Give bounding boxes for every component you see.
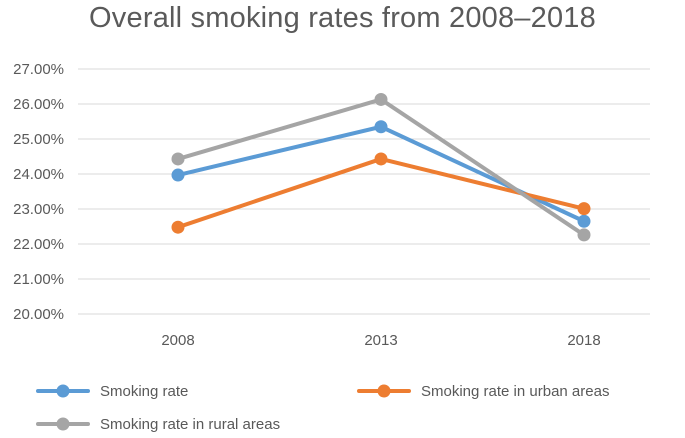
- legend-label-1: Smoking rate: [100, 383, 188, 400]
- x-tick-label: 2008: [161, 332, 194, 349]
- chart-title: Overall smoking rates from 2008–2018: [89, 2, 596, 34]
- legend-marker-2: [377, 384, 391, 398]
- series-3-point: [577, 228, 591, 242]
- legend-label-3: Smoking rate in rural areas: [100, 416, 280, 433]
- y-tick-label: 23.00%: [13, 201, 64, 218]
- series-1-point: [374, 120, 388, 134]
- y-tick-label: 21.00%: [13, 271, 64, 288]
- x-tick-label: 2018: [567, 332, 600, 349]
- legend-label-2: Smoking rate in urban areas: [421, 383, 609, 400]
- y-tick-label: 22.00%: [13, 236, 64, 253]
- legend-marker-3: [56, 417, 70, 431]
- y-tick-label: 27.00%: [13, 61, 64, 78]
- legend-marker-1: [56, 384, 70, 398]
- y-tick-label: 20.00%: [13, 306, 64, 323]
- series-1-point: [171, 168, 185, 182]
- y-tick-label: 25.00%: [13, 131, 64, 148]
- y-tick-label: 24.00%: [13, 166, 64, 183]
- series-2-point: [374, 152, 388, 166]
- series-2-point: [171, 220, 185, 234]
- series-3-point: [374, 92, 388, 106]
- series-1-point: [577, 214, 591, 228]
- series-2-point: [577, 202, 591, 216]
- x-tick-label: 2013: [364, 332, 397, 349]
- series-3-point: [171, 152, 185, 166]
- y-tick-label: 26.00%: [13, 96, 64, 113]
- series-line-3: [176, 97, 586, 237]
